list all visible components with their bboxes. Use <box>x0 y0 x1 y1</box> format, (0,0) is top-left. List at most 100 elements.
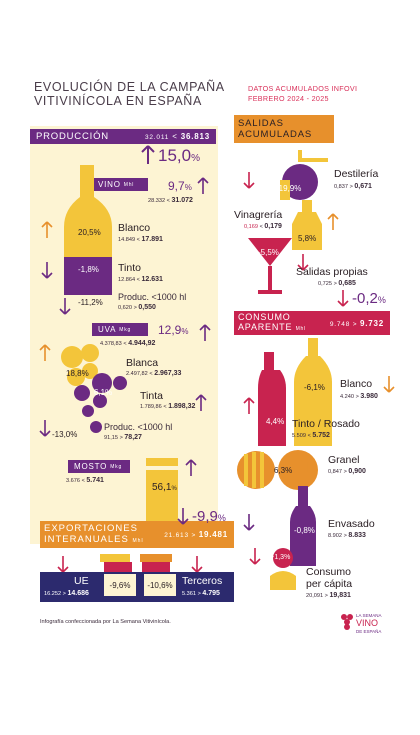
destileria-label: Destilería <box>334 168 379 180</box>
granel-to: 0,900 <box>348 468 366 475</box>
exportaciones-navy-panel <box>40 572 234 602</box>
uva-produc-label: Produc. <1000 hl <box>104 422 173 432</box>
pct-symbol: % <box>91 265 99 274</box>
grape-logo-icon <box>341 614 353 630</box>
salidas-bar: SALIDAS ACUMULADAS <box>234 115 334 143</box>
uva-from: 4.378,83 <box>100 341 122 347</box>
tinto-label: Tinto <box>118 262 141 274</box>
uva-blanca-from: 2.497,82 <box>126 371 148 377</box>
uva-tinta-change: 6,1% <box>94 388 112 397</box>
gt-symbol: > <box>119 435 123 441</box>
vino-unit: Mhl <box>123 181 135 188</box>
envasado-values: 8.902 > 8.833 <box>328 532 366 539</box>
uva-tinta-from: 1.789,86 <box>140 404 162 410</box>
produccion-from: 32.011 <box>144 134 170 141</box>
lt-symbol: < <box>259 224 263 230</box>
vino-from: 28.332 <box>148 198 166 204</box>
uva-change: 12,9% <box>158 323 188 337</box>
consumo-arrow-down-icon <box>337 290 349 307</box>
page-title: EVOLUCIÓN DE LA CAMPAÑA VITIVINÍCOLA EN … <box>34 80 225 108</box>
uva-produc-arrow-down-icon <box>39 420 51 437</box>
envasado-change: -0,8% <box>294 526 315 535</box>
pct-symbol: % <box>191 153 200 164</box>
vinagreria-label: Vinagrería <box>234 209 283 221</box>
lt-symbol: < <box>136 277 140 283</box>
exportaciones-label-1: EXPORTACIONES <box>44 522 138 534</box>
subtitle-line-2: FEBRERO 2024 - 2025 <box>248 94 329 103</box>
consumo-tinto-change: 4,4% <box>266 417 284 426</box>
granel-from: 0,847 <box>328 469 342 475</box>
consumo-bottles-icon <box>258 338 332 446</box>
blanco-arrow-up-icon <box>41 221 53 238</box>
vino-values: 28.332 < 31.072 <box>148 197 193 204</box>
lt-symbol: < <box>136 237 140 243</box>
produc-from: 0,620 <box>118 305 132 311</box>
propias-arrow-down-icon <box>297 254 309 271</box>
uva-blanca-label: Blanca <box>126 357 159 369</box>
tinto-from: 12.864 <box>118 277 136 283</box>
destileria-arrow-down-icon <box>243 172 255 189</box>
lt-symbol: < <box>172 132 178 141</box>
ue-change-value: -9,6 <box>109 580 124 590</box>
gt-symbol: > <box>324 593 328 599</box>
consumo-from: 9.748 <box>329 320 351 328</box>
percapita-change: -1,3% <box>272 554 290 561</box>
vino-change-value: 9,7 <box>168 179 185 193</box>
envasado-to: 8.833 <box>348 532 366 539</box>
blanco-change: 20,5% <box>78 228 101 237</box>
consumo-blanco-values: 4.240 > 3.980 <box>340 393 378 400</box>
percapita-to: 19,831 <box>329 592 351 599</box>
vino-label: VINO <box>98 180 121 189</box>
consumo-tinto-to: 5.752 <box>312 432 330 439</box>
pct-symbol: % <box>217 513 226 523</box>
salidas-label-1: SALIDAS <box>238 118 284 129</box>
uva-to: 4.944,92 <box>128 340 156 347</box>
subtitle-line-1: DATOS ACUMULADOS INFOVI <box>248 84 358 93</box>
title-line-1: EVOLUCIÓN DE LA CAMPAÑA <box>34 80 225 94</box>
gt-symbol: > <box>355 394 359 400</box>
propias-change-value: -5,5 <box>258 248 272 257</box>
produccion-label: PRODUCCIÓN <box>36 131 109 142</box>
consumo-tinto-label: Tinto / Rosado <box>292 418 360 430</box>
tinto-rosado-arrow-up-icon <box>243 397 255 414</box>
ue-to: 14.686 <box>67 590 89 597</box>
uva-arrow-up-icon <box>199 324 211 341</box>
consumo-change-value: -0,2 <box>352 290 378 307</box>
consumo-tinto-from: 5.509 <box>292 433 306 439</box>
vino-bar: VINO Mhl <box>92 178 148 191</box>
uva-blanca-arrow-up-icon <box>39 344 51 361</box>
consumo-label-2: APARENTE <box>238 322 293 332</box>
terceros-arrow-down-icon <box>191 556 203 573</box>
uva-tinta-to: 1.898,32 <box>168 403 196 410</box>
gt-symbol: > <box>133 305 137 311</box>
exportaciones-arrow-down-icon <box>177 508 189 525</box>
lt-symbol: < <box>123 341 127 347</box>
pct-symbol: % <box>171 486 177 492</box>
ue-arrow-down-icon <box>57 556 69 573</box>
consumo-unit: Mhl <box>295 326 307 332</box>
granel-values: 0,847 > 0,900 <box>328 468 366 475</box>
gt-symbol: > <box>352 320 358 328</box>
pct-symbol: % <box>105 388 113 397</box>
mosto-values: 3.676 < 5.741 <box>66 477 104 484</box>
destileria-change: -19,9% <box>276 184 301 193</box>
barrels-icon <box>237 450 318 490</box>
lt-symbol: < <box>149 371 153 377</box>
tinto-values: 12.864 < 12.631 <box>118 276 163 283</box>
mosto-change: 56,1% <box>152 482 177 493</box>
uva-values: 4.378,83 < 4.944,92 <box>100 340 155 347</box>
exportaciones-change: -9,9% <box>192 508 226 525</box>
granel-arrow-up-icon <box>301 455 313 472</box>
destileria-from: 0,837 <box>334 184 348 190</box>
mosto-unit: Mkg <box>110 463 123 470</box>
vinagreria-change-value: 5,8 <box>298 234 310 243</box>
destileria-values: 0,837 > 0,671 <box>334 183 372 190</box>
pct-symbol: % <box>271 248 279 257</box>
propias-to: 0,685 <box>338 280 356 287</box>
pct-symbol: % <box>294 184 302 193</box>
exportaciones-label-2: INTERANUALES <box>44 533 129 545</box>
terceros-label: Terceros <box>182 575 223 587</box>
footer-credit: Infografía confeccionada por La Semana V… <box>40 619 171 625</box>
uva-blanca-to: 2.967,33 <box>154 370 182 377</box>
shipping-boxes-icon <box>100 554 172 572</box>
